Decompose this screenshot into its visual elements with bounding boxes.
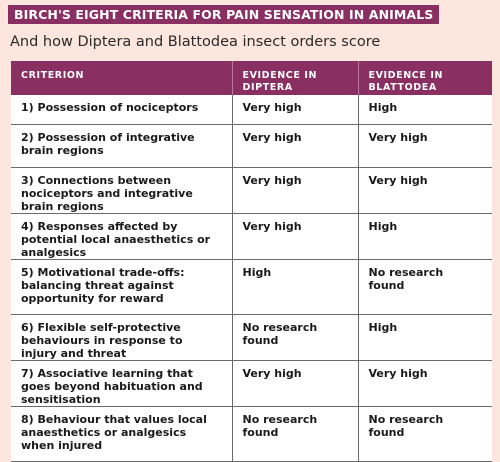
table-row: 4) Responses affected by potential local… (11, 213, 492, 260)
criterion-cell: 7) Associative learning that goes beyond… (11, 360, 232, 407)
column-header-diptera: EVIDENCE IN DIPTERA (231, 61, 358, 95)
diptera-evidence-cell: Very high (231, 360, 358, 407)
table-row: 6) Flexible self-protective behaviours i… (11, 314, 492, 361)
table-row: 3) Connections between nociceptors and i… (11, 167, 492, 214)
blattodea-evidence-cell: High (357, 314, 492, 361)
blattodea-evidence-cell: No research found (357, 259, 492, 315)
criterion-cell: 6) Flexible self-protective behaviours i… (11, 314, 232, 361)
table-row: 2) Possession of integrative brain regio… (11, 124, 492, 168)
diptera-evidence-cell: No research found (231, 314, 358, 361)
criterion-cell: 8) Behaviour that values local anaesthet… (11, 406, 232, 462)
diptera-evidence-cell: Very high (231, 167, 358, 214)
diptera-evidence-cell: No research found (231, 406, 358, 462)
criterion-cell: 2) Possession of integrative brain regio… (11, 124, 232, 168)
blattodea-evidence-cell: Very high (357, 124, 492, 168)
blattodea-evidence-cell: High (357, 213, 492, 260)
column-header-blattodea: EVIDENCE IN BLATTODEA (357, 61, 492, 95)
criterion-cell: 1) Possession of nociceptors (11, 95, 232, 125)
table-row: 7) Associative learning that goes beyond… (11, 360, 492, 407)
blattodea-evidence-cell: No research found (357, 406, 492, 462)
diptera-evidence-cell: Very high (231, 124, 358, 168)
diptera-evidence-cell: Very high (231, 213, 358, 260)
table-row: 5) Motivational trade-offs: balancing th… (11, 259, 492, 315)
diptera-evidence-cell: High (231, 259, 358, 315)
blattodea-evidence-cell: Very high (357, 167, 492, 214)
column-header-criterion: CRITERION (11, 61, 232, 95)
criterion-cell: 3) Connections between nociceptors and i… (11, 167, 232, 214)
criterion-cell: 4) Responses affected by potential local… (11, 213, 232, 260)
blattodea-evidence-cell: High (357, 95, 492, 125)
page-title: BIRCH'S EIGHT CRITERIA FOR PAIN SENSATIO… (8, 5, 440, 24)
criterion-cell: 5) Motivational trade-offs: balancing th… (11, 259, 232, 315)
diptera-evidence-cell: Very high (231, 95, 358, 125)
page-subtitle: And how Diptera and Blattodea insect ord… (10, 34, 381, 50)
blattodea-evidence-cell: Very high (357, 360, 492, 407)
table-row: 8) Behaviour that values local anaesthet… (11, 406, 492, 462)
criteria-table: CRITERION EVIDENCE IN DIPTERA EVIDENCE I… (11, 61, 492, 462)
table-header-row: CRITERION EVIDENCE IN DIPTERA EVIDENCE I… (11, 61, 492, 95)
table-row: 1) Possession of nociceptors Very high H… (11, 95, 492, 125)
